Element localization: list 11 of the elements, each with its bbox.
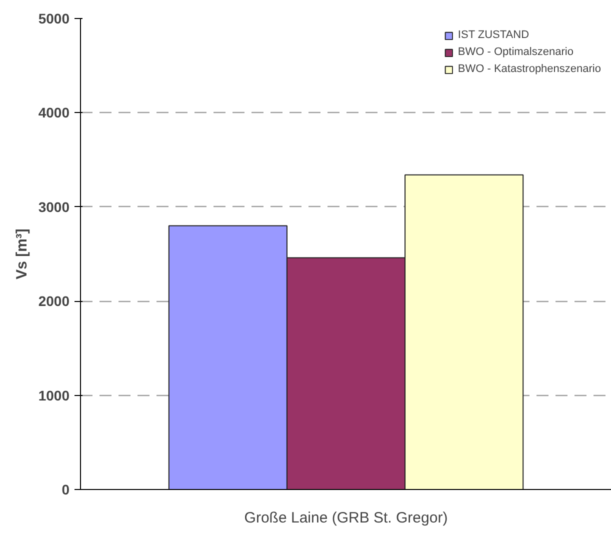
y-tick-label: 1000 <box>38 387 70 404</box>
y-axis-title: Vs [m³] <box>13 228 30 280</box>
legend-label: BWO - Katastrophenszenario <box>458 62 601 76</box>
y-tick-label: 4000 <box>38 104 70 121</box>
y-tick-label: 2000 <box>38 293 70 310</box>
y-tick-label: 3000 <box>38 198 70 215</box>
y-tick-label: 0 <box>62 482 70 498</box>
legend-label: BWO - Optimalszenario <box>458 45 574 59</box>
x-tick-label: Große Laine (GRB St. Gregor) <box>244 510 448 526</box>
y-tick-label: 5000 <box>38 10 70 26</box>
legend-label: IST ZUSTAND <box>458 28 530 42</box>
